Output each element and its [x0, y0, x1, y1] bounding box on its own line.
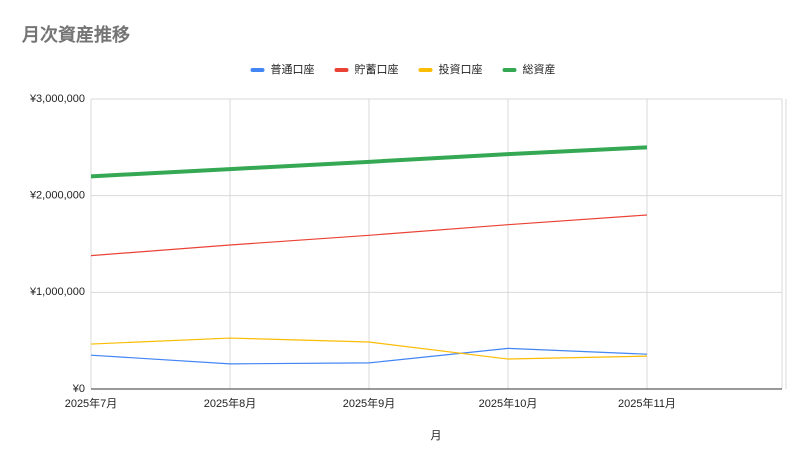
- chart-title: 月次資産推移: [21, 24, 130, 45]
- series-line: [90, 347, 648, 365]
- x-tick-label: 2025年10月: [479, 396, 538, 410]
- series-line: [90, 337, 648, 360]
- x-tick-label: 2025年11月: [618, 396, 676, 410]
- x-tick-label: 2025年9月: [343, 396, 396, 410]
- legend-label: 貯蓄口座: [355, 62, 399, 76]
- y-tick-label: ¥3,000,000: [29, 93, 85, 105]
- y-tick-label: ¥0: [72, 383, 85, 395]
- legend-label: 投資口座: [439, 62, 483, 76]
- series-line: [90, 214, 648, 257]
- x-tick-label: 2025年7月: [65, 396, 118, 410]
- legend-label: 普通口座: [271, 62, 315, 76]
- x-tick-label: 2025年8月: [204, 396, 257, 410]
- series-line: [90, 145, 648, 179]
- x-axis-label: 月: [431, 430, 442, 442]
- y-tick-label: ¥1,000,000: [29, 286, 85, 298]
- legend-label: 総資産: [523, 62, 556, 76]
- y-tick-label: ¥2,000,000: [29, 190, 85, 202]
